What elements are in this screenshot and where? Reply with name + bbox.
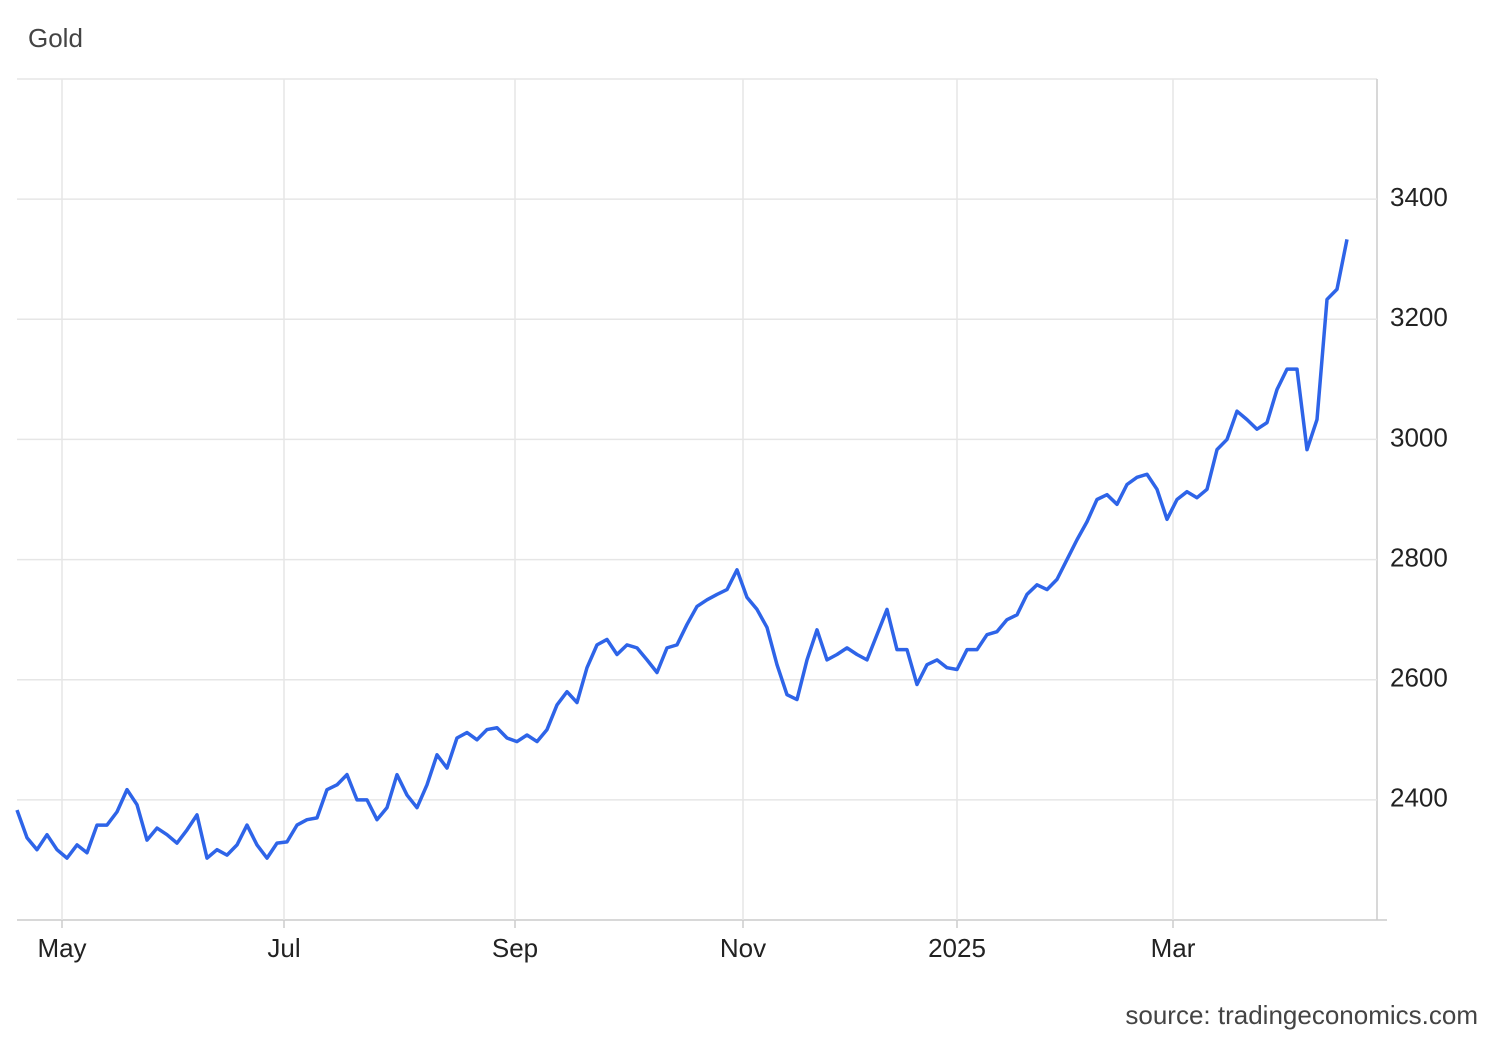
x-tick-label: Jul	[267, 933, 300, 963]
x-tick-label: May	[37, 933, 86, 963]
y-tick-label: 3400	[1390, 182, 1448, 212]
y-tick-label: 2400	[1390, 783, 1448, 813]
price-line	[15, 239, 1349, 860]
x-tick-label: 2025	[928, 933, 986, 963]
x-tick-label: Mar	[1151, 933, 1196, 963]
y-tick-label: 2800	[1390, 542, 1448, 572]
y-tick-label: 3200	[1390, 302, 1448, 332]
y-tick-label: 2600	[1390, 663, 1448, 693]
source: source: tradingeconomics.com	[1125, 1000, 1478, 1030]
x-tick-label: Nov	[720, 933, 766, 963]
chart-title: Gold	[28, 23, 83, 53]
x-tick-label: Sep	[492, 933, 538, 963]
y-tick-label: 3000	[1390, 422, 1448, 452]
